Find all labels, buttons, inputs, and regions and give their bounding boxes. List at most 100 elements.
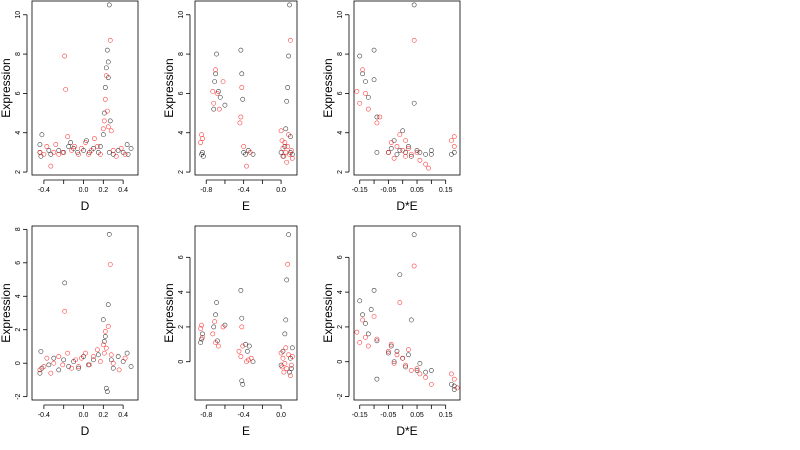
y-tick-label: 8 [15, 52, 22, 56]
data-point-red [220, 324, 226, 330]
data-point-red [216, 106, 222, 112]
data-point-black [243, 151, 248, 157]
data-point-red [100, 126, 106, 132]
data-point-red [397, 300, 403, 305]
data-point-red [397, 132, 403, 138]
data-point-red [360, 67, 365, 73]
data-point-red [357, 340, 363, 345]
data-point-black [110, 365, 116, 371]
x-tick-label: -0.4 [238, 187, 250, 194]
data-point-red [110, 360, 116, 366]
data-point-black [104, 47, 110, 53]
data-point-red [247, 149, 253, 155]
data-point-black [51, 355, 57, 361]
y-tick-label: 4 [178, 290, 185, 294]
y-tick-label: -2 [337, 393, 344, 399]
data-point-red [374, 336, 380, 342]
data-point-red [65, 350, 71, 356]
data-point-black [365, 331, 371, 337]
data-point-black [76, 365, 81, 371]
x-tick-label: -0.4 [38, 187, 50, 194]
data-point-red [210, 331, 216, 337]
data-point-red [388, 341, 394, 347]
data-point-red [104, 108, 110, 114]
data-point-black [449, 151, 454, 157]
data-point-black [246, 343, 252, 349]
data-point-black [417, 149, 423, 155]
data-point-red [454, 385, 460, 391]
data-point-black [239, 71, 245, 77]
data-point-black [388, 146, 394, 151]
data-point-red [213, 340, 218, 345]
data-point-red [244, 163, 249, 169]
data-point-red [377, 114, 383, 120]
data-point-black [284, 98, 290, 104]
data-point-black [284, 277, 290, 283]
data-point-red [236, 348, 242, 354]
data-point-red [110, 148, 116, 153]
scatter-panel-1: -0.4 0.0 0.2 0.4 D 2 4 6 8 10 Expression [0, 0, 139, 213]
data-point-red [357, 100, 363, 106]
data-point-red [288, 37, 293, 43]
data-point-black [394, 151, 400, 157]
y-tick-label: 6 [15, 91, 22, 95]
data-point-red [210, 89, 216, 94]
data-point-black [289, 345, 295, 351]
data-point-black [201, 153, 206, 159]
data-point-black [240, 96, 246, 102]
data-point-red [278, 350, 284, 356]
y-axis-label: Expression [0, 283, 13, 342]
data-point-black [363, 79, 368, 85]
data-point-red [282, 140, 288, 145]
data-point-red [101, 350, 107, 356]
data-point-red [423, 374, 429, 380]
data-point-black [388, 343, 394, 349]
data-point-black [406, 144, 411, 149]
y-tick-label: 10 [15, 11, 22, 19]
data-point-black [212, 79, 218, 85]
plot-frame [194, 225, 298, 401]
data-point-red [451, 376, 457, 382]
data-point-red [385, 348, 391, 354]
data-point-red [108, 128, 114, 134]
data-point-red [60, 149, 66, 155]
data-point-black [125, 151, 131, 157]
x-tick-label: -0.8 [200, 412, 212, 419]
y-tick-label: 4 [15, 294, 22, 298]
data-point-red [289, 354, 295, 359]
data-point-black [107, 118, 113, 124]
data-point-red [278, 128, 284, 134]
data-point-red [365, 343, 371, 349]
data-point-black [56, 367, 62, 373]
data-point-black [222, 102, 228, 108]
data-point-red [94, 347, 100, 353]
data-point-black [368, 307, 374, 312]
data-point-red [215, 91, 220, 96]
data-point-red [400, 148, 406, 153]
x-tick-label: -0.8 [200, 187, 212, 194]
data-point-red [365, 106, 371, 112]
data-point-red [62, 308, 68, 314]
data-point-red [65, 134, 71, 140]
data-point-red [37, 149, 43, 155]
x-tick-label: -0.4 [238, 412, 250, 419]
data-point-red [354, 329, 360, 335]
data-point-red [363, 334, 368, 340]
x-tick-label: 0.0 [79, 412, 89, 419]
data-point-black [245, 348, 250, 354]
data-point-red [280, 355, 286, 361]
data-point-red [385, 149, 391, 155]
data-point-black [213, 312, 218, 318]
data-point-red [105, 323, 111, 329]
x-tick-label: -0.15 [352, 412, 368, 419]
data-point-black [363, 321, 368, 326]
data-point-black [211, 106, 217, 112]
data-point-red [101, 118, 107, 124]
data-point-black [357, 298, 363, 304]
data-point-red [360, 317, 365, 323]
data-point-red [403, 138, 408, 143]
data-point-red [103, 73, 109, 79]
data-point-red [449, 138, 454, 143]
data-point-black [56, 148, 62, 153]
data-point-red [215, 343, 221, 349]
